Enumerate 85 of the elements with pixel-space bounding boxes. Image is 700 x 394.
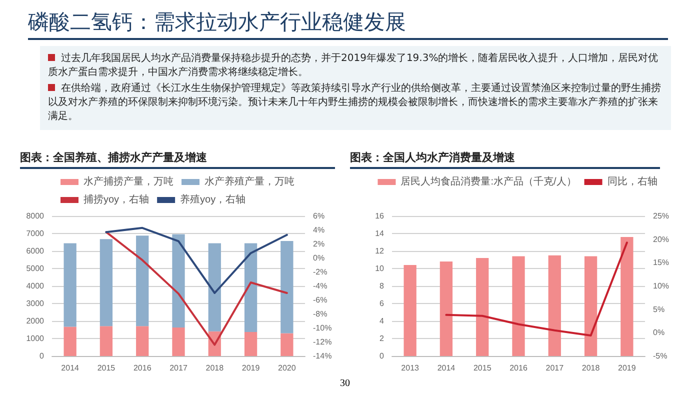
y2-tick-label: -6% — [313, 296, 328, 304]
y-tick-label: 0 — [380, 352, 385, 360]
y-tick-label: 8 — [380, 282, 385, 290]
chart-title: 图表：全国养殖、捕捞水产产量及增速 — [20, 150, 335, 169]
y2-tick-label: 0% — [653, 328, 665, 338]
bar — [244, 243, 258, 332]
text: 过去几年我国居民人均水产品消费量保持稳步提升的态势，并于2019年爆发了19.3%的增长，随着居民收入提升，人口增加，居民对优质水产蛋白需求提升，中国水产消费需求将继续稳定增长。 — [48, 52, 660, 80]
y2-tick-label: 2% — [313, 240, 325, 248]
y-tick-label: 2000 — [26, 316, 45, 326]
y2-tick-label: -12% — [313, 338, 332, 346]
y-tick-label: 3000 — [26, 299, 45, 308]
x-tick-label: 2015 — [97, 364, 116, 372]
y2-tick-label: -5% — [653, 352, 668, 360]
y-tick-label: 16 — [375, 212, 385, 220]
y-tick-label: 14 — [375, 229, 385, 238]
y-tick-label: 8000 — [26, 212, 45, 220]
y2-tick-label: -14% — [313, 352, 332, 360]
x-tick-label: 2018 — [206, 364, 224, 372]
bar — [512, 256, 525, 356]
legend-label: 养殖yoy，右轴 — [180, 194, 246, 206]
legend-label: 水产捕捞产量，万吨 — [84, 176, 174, 188]
bar — [64, 326, 76, 356]
y-tick-label: 10 — [375, 264, 385, 273]
legend-label: 捕捞yoy，右轴 — [84, 194, 150, 206]
bar — [476, 258, 489, 356]
bar — [172, 234, 185, 328]
x-tick-label: 2016 — [510, 364, 528, 372]
y2-tick-label: -2% — [313, 268, 328, 276]
y2-tick-label: 25% — [653, 212, 670, 220]
x-tick-label: 2016 — [133, 364, 152, 372]
x-tick-label: 2020 — [278, 364, 296, 372]
legend-label: 同比，右轴 — [607, 176, 658, 188]
bar — [136, 236, 149, 326]
line-series — [105, 226, 288, 294]
y2-tick-label: 4% — [313, 226, 325, 234]
y2-tick-label: 10% — [653, 282, 670, 290]
y-tick-label: 5000 — [26, 264, 45, 273]
bar — [100, 326, 113, 356]
y-tick-label: 2 — [380, 334, 385, 343]
bar — [548, 255, 561, 356]
y2-tick-label: -4% — [313, 282, 328, 290]
bar — [136, 326, 149, 356]
y-tick-label: 4000 — [26, 282, 45, 290]
bar — [100, 239, 113, 326]
bar — [584, 256, 598, 356]
legend-label: 水产养殖产量，万吨 — [204, 176, 294, 188]
y-tick-label: 1000 — [26, 334, 45, 343]
x-tick-label: 2017 — [170, 364, 188, 372]
y2-tick-label: 20% — [653, 234, 670, 244]
text: 磷酸二氢钙：需求拉动水产行业稳健发展 — [28, 8, 668, 40]
x-tick-label: 2013 — [401, 364, 420, 372]
y-tick-label: 0 — [40, 352, 45, 360]
line-series — [445, 242, 628, 336]
y-tick-label: 7000 — [26, 229, 45, 238]
bar — [64, 243, 76, 327]
y-tick-label: 12 — [375, 246, 385, 256]
bar — [208, 243, 221, 332]
y2-tick-label: 5% — [653, 304, 665, 314]
y-tick-label: 4 — [380, 316, 385, 326]
y2-tick-label: 0% — [313, 254, 325, 262]
x-tick-label: 2014 — [437, 364, 456, 372]
y2-tick-label: -8% — [313, 310, 328, 318]
bar — [280, 333, 294, 356]
chart-title: 图表：全国人均水产消费量及增速 — [350, 150, 660, 169]
bar — [244, 332, 258, 356]
bar — [440, 262, 453, 356]
line-series — [105, 231, 288, 346]
y2-tick-label: -10% — [313, 324, 332, 332]
y2-tick-label: 6% — [313, 212, 325, 220]
bar — [172, 327, 185, 356]
bar — [280, 241, 294, 334]
x-tick-label: 2017 — [546, 364, 564, 372]
x-tick-label: 2014 — [61, 364, 80, 372]
text: 30 — [340, 378, 350, 389]
x-tick-label: 2015 — [473, 364, 492, 372]
bar — [620, 237, 634, 356]
x-tick-label: 2019 — [242, 364, 260, 372]
y-tick-label: 6 — [380, 299, 385, 308]
y2-tick-label: 15% — [653, 258, 670, 268]
x-tick-label: 2019 — [618, 364, 636, 372]
text: 在供给端，政府通过《长江水生生物保护管理规定》等政策持续引导水产行业的供给侧改革，主要通过设置禁渔区来控制过量的野生捕捞以及对水产养殖的环保限制来抑制环境污染。预计未来几十年内野生捕捞的规模会被限制增长，而快速增长的需求主要靠水产养殖的扩张来满足。 — [48, 82, 662, 124]
y-tick-label: 6000 — [26, 246, 45, 256]
x-tick-label: 2018 — [582, 364, 600, 372]
legend-label: 居民人均食品消费量:水产品（千克/人） — [400, 176, 576, 188]
bar — [404, 265, 416, 356]
